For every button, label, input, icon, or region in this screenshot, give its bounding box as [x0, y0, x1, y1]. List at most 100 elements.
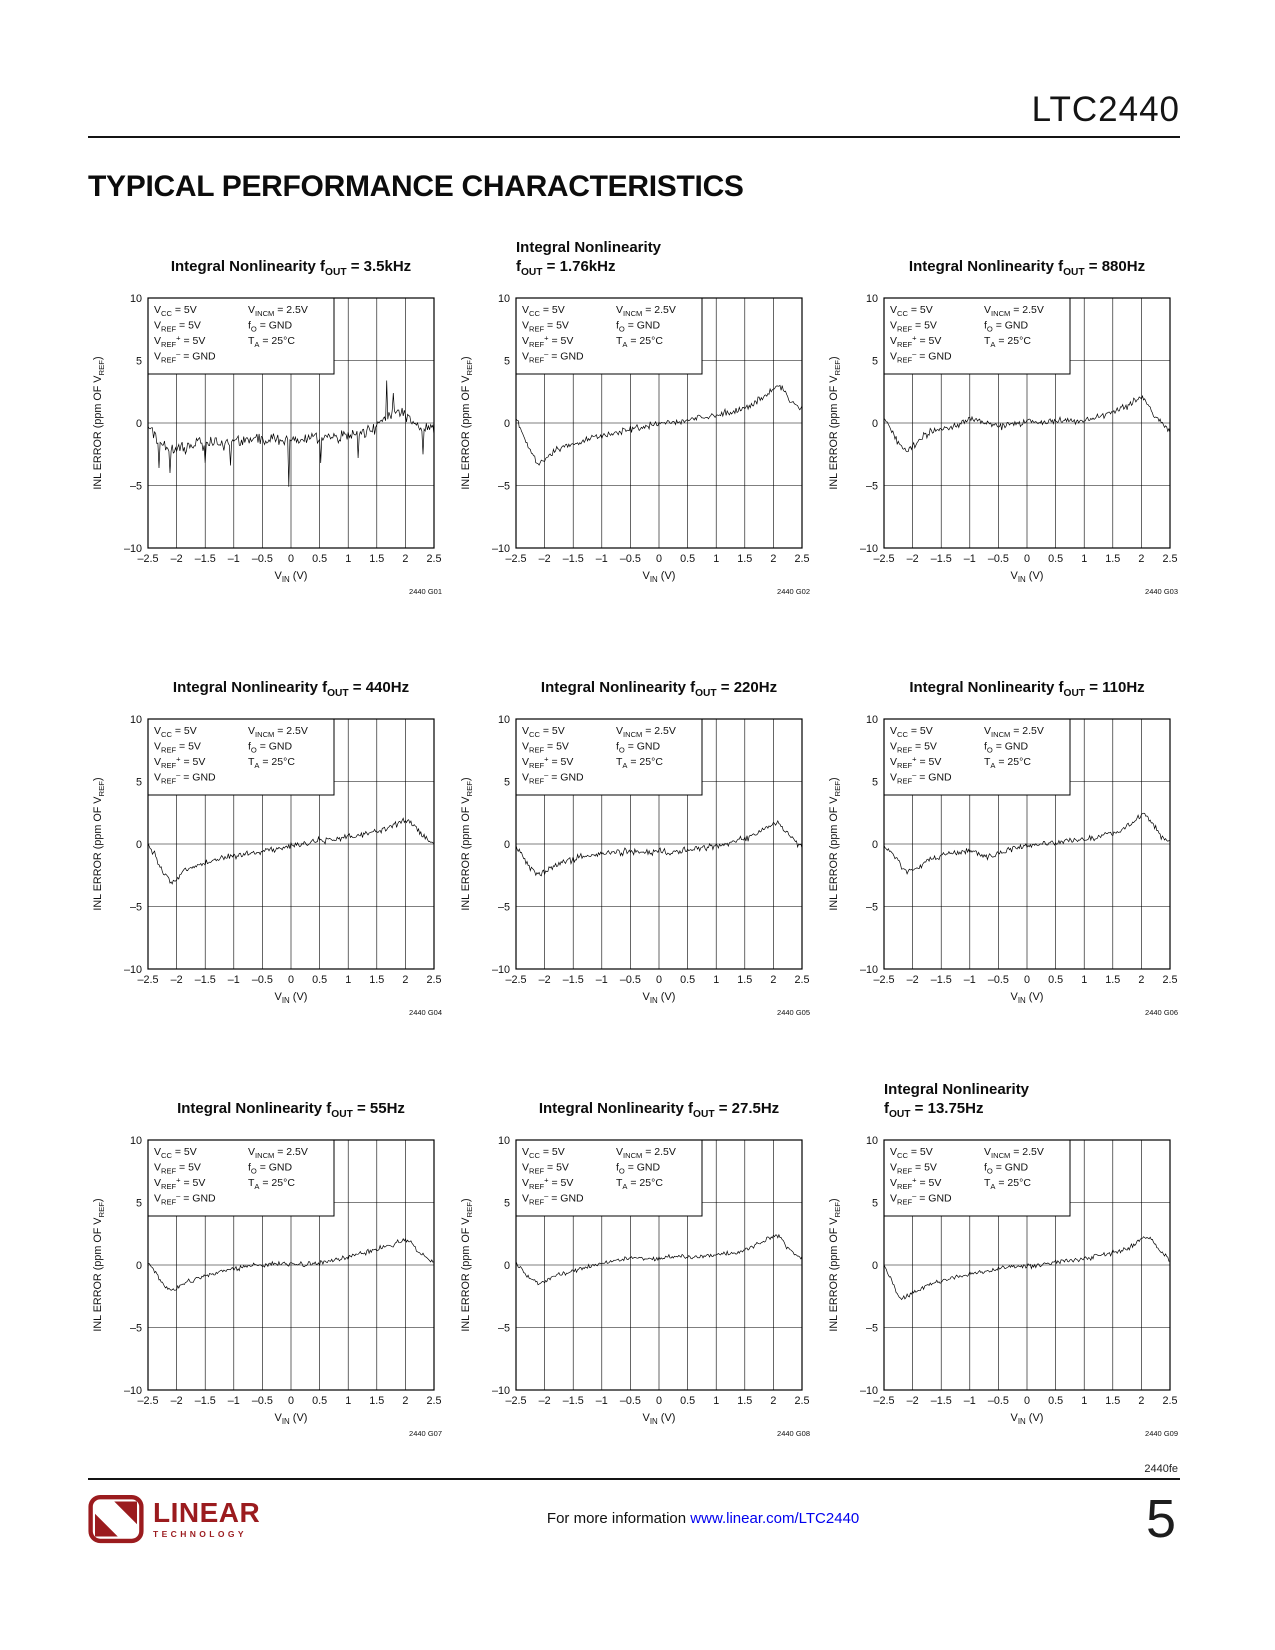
y-tick-label: 5 [872, 355, 878, 367]
x-tick-label: –2 [539, 553, 551, 565]
chart-2440-g06: Integral Nonlinearity fOUT = 110Hz VCC = … [824, 657, 1180, 1026]
condition-line: VREF = 5V [154, 741, 201, 755]
plot-border [883, 1139, 1171, 1391]
y-tick-label: 0 [872, 418, 878, 430]
x-axis-label: VIN (V) [643, 1412, 676, 1426]
condition-line: VCC = 5V [890, 304, 933, 318]
x-tick-label: 0 [656, 1395, 662, 1407]
condition-line: VINCM = 2.5V [616, 304, 676, 318]
x-tick-label: –2 [907, 974, 919, 986]
inl-curve [148, 817, 434, 885]
x-tick-label: –2.5 [873, 1395, 894, 1407]
chart-title-line: Integral Nonlinearity fOUT = 880Hz [908, 258, 1146, 278]
linear-technology-logo: LINEAR TECHNOLOGY [88, 1494, 260, 1544]
x-tick-label: –0.5 [988, 1395, 1009, 1407]
x-tick-label: –2 [171, 1395, 183, 1407]
inl-curve [148, 380, 434, 487]
x-tick-label: 1.5 [369, 553, 384, 565]
condition-line: fO = GND [616, 320, 661, 334]
condition-line: fO = GND [984, 1162, 1029, 1176]
condition-line: TA = 25°C [616, 756, 663, 770]
figure-id: 2440 G03 [1145, 587, 1178, 596]
x-tick-label: –2.5 [137, 553, 158, 565]
figure-id: 2440 G05 [777, 1008, 810, 1017]
x-tick-label: 1 [345, 974, 351, 986]
chart-title-line: Integral Nonlinearity fOUT = 440Hz [172, 679, 410, 699]
plot-border [147, 297, 435, 549]
condition-line: VREF– = GND [154, 770, 216, 785]
x-tick-label: 0 [656, 974, 662, 986]
x-tick-label: 0.5 [1048, 553, 1063, 565]
y-tick-label: –10 [124, 1385, 142, 1397]
figure-id: 2440 G02 [777, 587, 810, 596]
y-axis-label: INL ERROR (ppm OF VREF) [460, 356, 474, 489]
conditions-box [515, 718, 703, 796]
inl-curve [516, 820, 802, 877]
y-tick-label: –10 [492, 1385, 510, 1397]
x-tick-label: –0.5 [620, 974, 641, 986]
x-tick-label: –0.5 [620, 553, 641, 565]
x-tick-label: 2 [402, 553, 408, 565]
chart-title-line: fOUT = 13.75Hz [884, 1100, 984, 1120]
y-tick-label: –10 [860, 964, 878, 976]
x-tick-label: 1 [713, 1395, 719, 1407]
x-tick-label: 2.5 [426, 1395, 441, 1407]
x-tick-label: 0 [288, 553, 294, 565]
y-tick-label: 10 [866, 1135, 878, 1147]
x-tick-label: 2.5 [794, 974, 809, 986]
condition-line: VREF = 5V [522, 320, 569, 334]
figure-id: 2440 G09 [1145, 1429, 1178, 1438]
x-tick-label: –1.5 [563, 1395, 584, 1407]
x-tick-label: –1.5 [931, 974, 952, 986]
plot-border [883, 718, 1171, 970]
plot-border [883, 297, 1171, 549]
y-tick-label: 5 [136, 355, 142, 367]
conditions-box [147, 1139, 335, 1217]
condition-line: fO = GND [248, 741, 293, 755]
x-tick-label: –0.5 [988, 974, 1009, 986]
chart-2440-g04: Integral Nonlinearity fOUT = 440Hz VCC = … [88, 657, 444, 1026]
x-axis-label: VIN (V) [1011, 570, 1044, 584]
condition-line: VREF– = GND [522, 770, 584, 785]
x-tick-label: 0.5 [680, 1395, 695, 1407]
grid-lines [884, 1140, 1170, 1390]
x-tick-label: –1.5 [195, 553, 216, 565]
condition-line: VREF+ = 5V [890, 1176, 941, 1191]
x-tick-label: 2 [770, 553, 776, 565]
chart-title: Integral Nonlinearity fOUT = 110Hz [884, 657, 1170, 703]
info-link[interactable]: www.linear.com/LTC2440 [690, 1510, 860, 1527]
x-tick-label: 2 [1138, 974, 1144, 986]
x-tick-label: 0.5 [312, 1395, 327, 1407]
x-tick-label: –1.5 [563, 553, 584, 565]
y-tick-label: 0 [872, 839, 878, 851]
condition-line: VREF = 5V [890, 741, 937, 755]
chart-title: Integral Nonlinearity fOUT = 55Hz [148, 1078, 434, 1124]
y-tick-label: 10 [498, 1135, 510, 1147]
chart-title: Integral Nonlinearity fOUT = 440Hz [148, 657, 434, 703]
condition-line: fO = GND [984, 741, 1029, 755]
condition-line: VREF+ = 5V [522, 1176, 573, 1191]
y-tick-label: 10 [130, 1135, 142, 1147]
x-tick-label: 1.5 [737, 1395, 752, 1407]
x-tick-label: –1 [228, 974, 240, 986]
y-tick-label: –10 [124, 543, 142, 555]
x-tick-label: –2 [539, 1395, 551, 1407]
condition-line: VCC = 5V [154, 1146, 197, 1160]
footer-info: For more information www.linear.com/LTC2… [260, 1510, 1146, 1527]
y-tick-label: 10 [498, 714, 510, 726]
condition-line: TA = 25°C [984, 335, 1031, 349]
y-axis-label: INL ERROR (ppm OF VREF) [828, 356, 842, 489]
inl-curve [884, 1236, 1170, 1301]
chart-2440-g07: Integral Nonlinearity fOUT = 55Hz VCC = 5… [88, 1078, 444, 1447]
x-tick-label: 1.5 [1105, 553, 1120, 565]
lt-logo-icon [88, 1494, 144, 1543]
x-tick-label: 0 [1024, 553, 1030, 565]
figure-id: 2440 G06 [1145, 1008, 1178, 1017]
condition-line: TA = 25°C [248, 756, 295, 770]
condition-line: VREF– = GND [890, 1191, 952, 1206]
